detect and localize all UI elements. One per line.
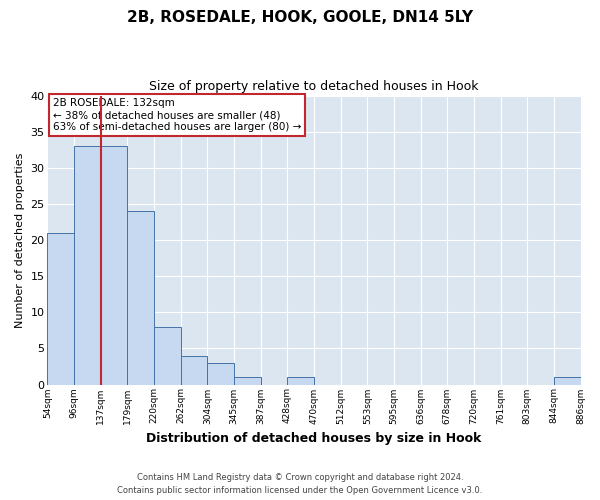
Bar [234, 378, 260, 384]
X-axis label: Distribution of detached houses by size in Hook: Distribution of detached houses by size … [146, 432, 482, 445]
Bar [127, 211, 154, 384]
Bar [101, 146, 127, 384]
Bar [181, 356, 208, 384]
Bar [287, 378, 314, 384]
Bar [208, 363, 234, 384]
Text: 2B, ROSEDALE, HOOK, GOOLE, DN14 5LY: 2B, ROSEDALE, HOOK, GOOLE, DN14 5LY [127, 10, 473, 25]
Bar [554, 378, 581, 384]
Bar [47, 233, 74, 384]
Bar [74, 146, 101, 384]
Text: Contains HM Land Registry data © Crown copyright and database right 2024.
Contai: Contains HM Land Registry data © Crown c… [118, 474, 482, 495]
Bar [154, 326, 181, 384]
Text: 2B ROSEDALE: 132sqm
← 38% of detached houses are smaller (48)
63% of semi-detach: 2B ROSEDALE: 132sqm ← 38% of detached ho… [53, 98, 301, 132]
Title: Size of property relative to detached houses in Hook: Size of property relative to detached ho… [149, 80, 479, 93]
Y-axis label: Number of detached properties: Number of detached properties [15, 152, 25, 328]
